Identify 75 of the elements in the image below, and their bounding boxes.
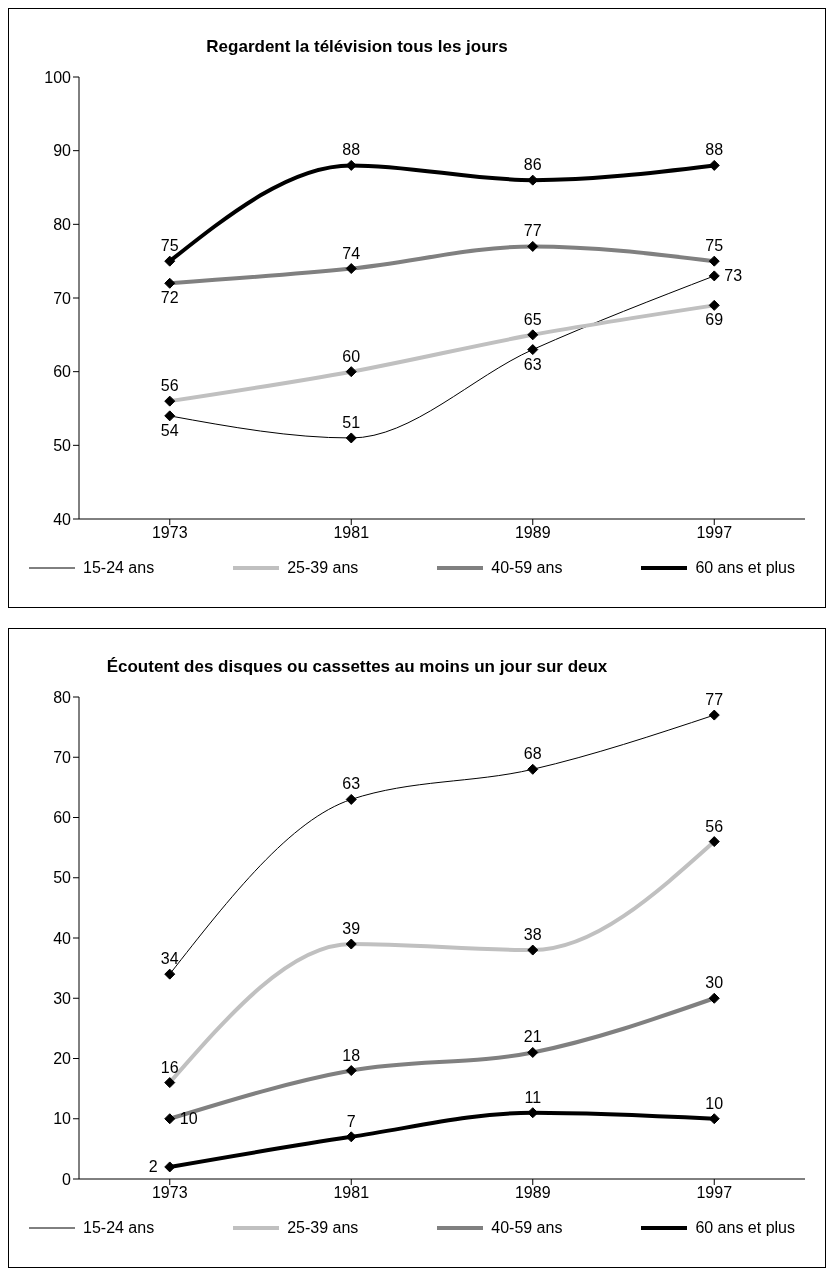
data-label: 68 [523,745,542,763]
data-label: 88 [342,141,361,159]
data-label: 75 [705,237,724,255]
y-tick-label: 50 [53,869,72,887]
data-label: 86 [523,156,542,174]
point [164,968,176,980]
y-tick-label: 70 [53,748,72,766]
y-tick-label: 80 [53,216,72,234]
data-label: 88 [705,141,724,159]
point [708,270,720,282]
legend-label: 40-59 ans [491,1219,563,1237]
data-label: 10 [179,1109,198,1127]
x-tick-label: 1989 [514,1184,551,1202]
data-label: 63 [523,355,542,373]
chart-title: Écoutent des disques ou cassettes au moins un jour sur deux [105,656,609,677]
legend-label: 40-59 ans [491,559,563,577]
y-tick-label: 100 [44,68,72,86]
chart-title: Regardent la télévision tous les jours [205,36,509,57]
x-tick-label: 1981 [333,1184,370,1202]
data-label: 56 [705,817,724,835]
data-label: 51 [342,413,361,431]
point [164,410,176,422]
data-label: 73 [724,266,743,284]
data-label: 38 [523,926,542,944]
data-label: 56 [160,377,179,395]
data-label: 10 [705,1094,724,1112]
y-tick-label: 60 [53,363,72,381]
data-label: 54 [160,421,179,439]
data-label: 21 [523,1028,542,1046]
point [345,432,357,444]
data-label: 34 [160,950,179,968]
y-tick-label: 0 [62,1170,72,1188]
data-label: 65 [523,310,542,328]
point [527,344,539,356]
y-tick-label: 60 [53,809,72,827]
legend-label: 15-24 ans [83,1219,155,1237]
legend-label: 60 ans et plus [695,559,795,577]
x-tick-label: 1997 [696,524,733,542]
point [708,709,720,721]
data-label: 2 [148,1157,158,1175]
data-label: 7 [346,1112,356,1130]
legend-label: 15-24 ans [83,559,155,577]
y-tick-label: 80 [53,688,72,706]
data-label: 77 [523,222,542,240]
x-tick-label: 1973 [151,524,188,542]
data-label: 18 [342,1046,361,1064]
data-label: 72 [160,289,179,307]
x-tick-label: 1973 [151,1184,188,1202]
data-label: 77 [705,691,724,709]
data-label: 16 [160,1058,179,1076]
point [527,763,539,775]
y-tick-label: 90 [53,142,72,160]
y-tick-label: 30 [53,989,72,1007]
x-tick-label: 1981 [333,524,370,542]
y-tick-label: 50 [53,437,72,455]
data-label: 11 [524,1088,542,1106]
data-label: 74 [342,244,361,262]
data-label: 39 [342,920,361,938]
y-tick-label: 10 [53,1110,72,1128]
data-label: 30 [705,974,724,992]
data-label: 69 [705,311,724,329]
y-tick-label: 70 [53,289,72,307]
y-tick-label: 40 [53,929,72,947]
y-tick-label: 40 [53,510,72,528]
y-tick-label: 20 [53,1050,72,1068]
point [164,255,176,267]
data-label: 60 [342,347,361,365]
data-label: 75 [160,237,179,255]
legend-label: 25-39 ans [287,1219,359,1237]
legend-label: 60 ans et plus [695,1219,795,1237]
point [345,793,357,805]
x-tick-label: 1989 [514,524,551,542]
data-label: 63 [342,775,361,793]
legend-label: 25-39 ans [287,559,359,577]
x-tick-label: 1997 [696,1184,733,1202]
